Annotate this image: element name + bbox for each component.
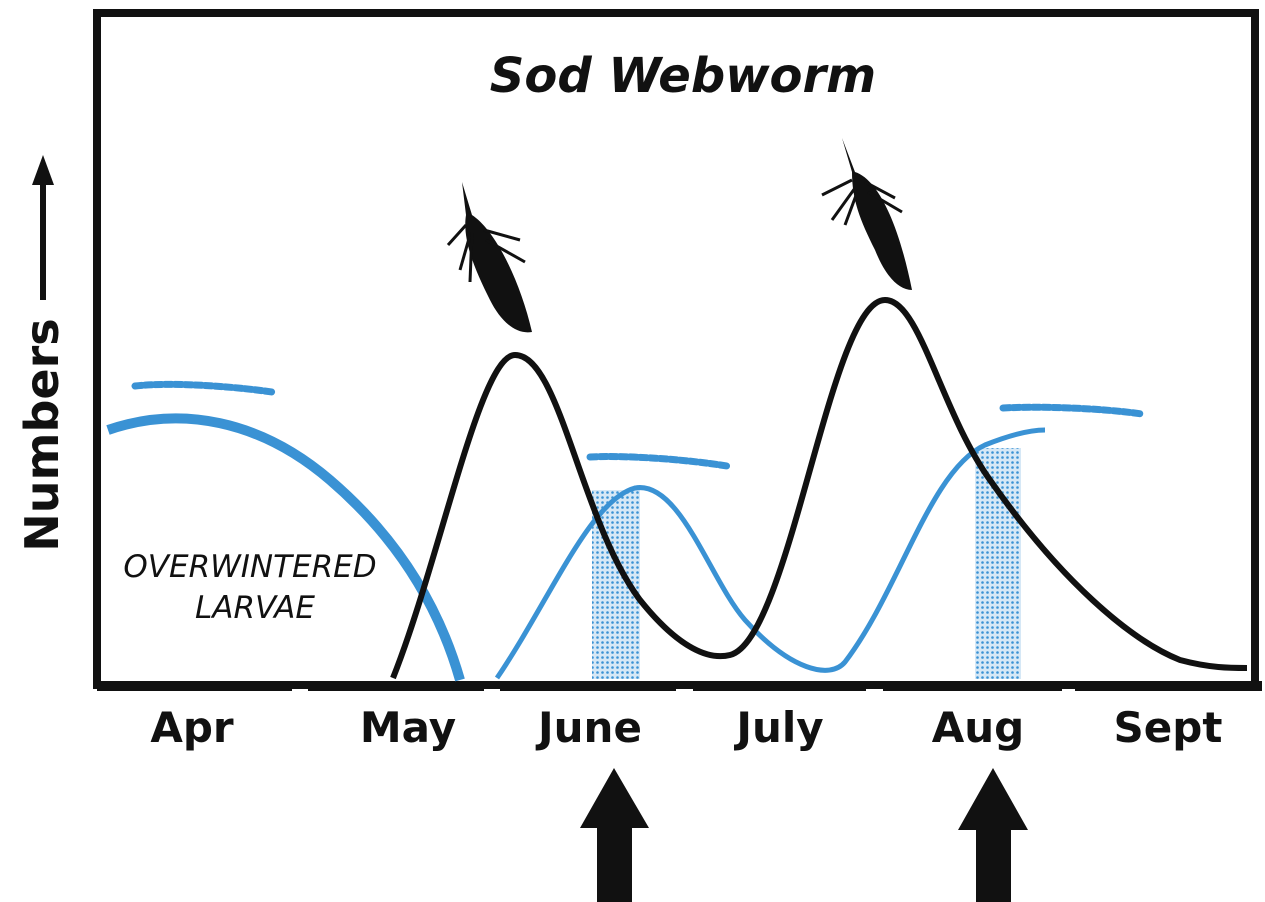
month-label: June	[535, 703, 642, 752]
control-window	[975, 448, 1021, 679]
month-label: July	[733, 703, 823, 752]
annotation-line: LARVAE	[195, 590, 315, 626]
y-axis-label: Numbers	[15, 318, 69, 551]
month-label: Sept	[1114, 703, 1223, 752]
y-axis-arrow	[32, 155, 54, 300]
moth-curve	[393, 300, 1247, 678]
title: Sod Webworm	[490, 48, 876, 104]
timing-arrows	[580, 768, 1028, 902]
annotation-line: OVERWINTERED	[123, 549, 376, 585]
month-label: May	[360, 703, 456, 752]
diagram: Sod Webworm Numbers OVERWINTERED LARVAE …	[0, 0, 1265, 902]
month-label: Aug	[932, 703, 1024, 752]
moth-icons	[448, 138, 912, 332]
month-label: Apr	[150, 703, 234, 752]
